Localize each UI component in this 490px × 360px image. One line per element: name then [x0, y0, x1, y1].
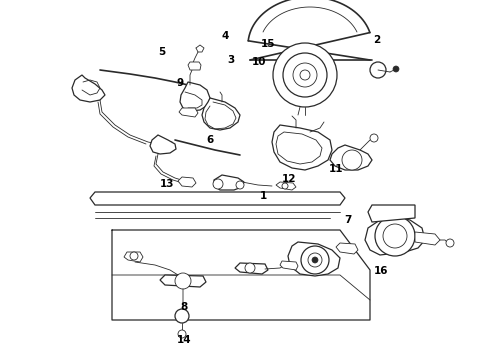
Text: 14: 14: [176, 335, 191, 345]
Text: 1: 1: [260, 191, 267, 201]
Circle shape: [370, 134, 378, 142]
Polygon shape: [276, 182, 296, 190]
Polygon shape: [178, 177, 196, 187]
Circle shape: [213, 179, 223, 189]
Circle shape: [273, 43, 337, 107]
Circle shape: [370, 62, 386, 78]
Text: 11: 11: [328, 164, 343, 174]
Polygon shape: [179, 108, 198, 117]
Circle shape: [245, 263, 255, 273]
Polygon shape: [288, 242, 340, 276]
Polygon shape: [280, 261, 298, 270]
Polygon shape: [160, 275, 206, 287]
Text: 9: 9: [177, 78, 184, 88]
Polygon shape: [153, 141, 175, 152]
Circle shape: [301, 246, 329, 274]
Circle shape: [236, 181, 244, 189]
Polygon shape: [330, 145, 372, 170]
Circle shape: [446, 239, 454, 247]
Circle shape: [393, 66, 399, 72]
Circle shape: [375, 216, 415, 256]
Circle shape: [300, 70, 310, 80]
Text: 4: 4: [221, 31, 229, 41]
Circle shape: [342, 150, 362, 170]
Polygon shape: [276, 132, 322, 164]
Text: 12: 12: [282, 174, 296, 184]
Text: 2: 2: [373, 35, 380, 45]
Text: 13: 13: [159, 179, 174, 189]
Polygon shape: [365, 217, 425, 255]
Polygon shape: [272, 125, 332, 170]
Polygon shape: [180, 82, 210, 111]
Polygon shape: [150, 135, 176, 154]
Polygon shape: [235, 263, 268, 274]
Circle shape: [175, 273, 191, 289]
Circle shape: [178, 330, 186, 338]
Polygon shape: [202, 98, 240, 130]
Text: 6: 6: [206, 135, 213, 145]
Polygon shape: [90, 192, 345, 205]
Circle shape: [293, 63, 317, 87]
Polygon shape: [214, 175, 244, 190]
Polygon shape: [336, 243, 358, 254]
Text: 15: 15: [261, 39, 276, 49]
Text: 16: 16: [374, 266, 389, 276]
Text: 3: 3: [228, 55, 235, 66]
Circle shape: [282, 183, 288, 189]
Circle shape: [308, 253, 322, 267]
Text: 7: 7: [344, 215, 352, 225]
Circle shape: [383, 224, 407, 248]
Circle shape: [175, 309, 189, 323]
Text: 8: 8: [180, 302, 187, 312]
Polygon shape: [368, 205, 415, 222]
Text: 10: 10: [251, 57, 266, 67]
Circle shape: [283, 53, 327, 97]
Polygon shape: [188, 62, 201, 70]
Circle shape: [130, 252, 138, 260]
Polygon shape: [124, 252, 143, 262]
Text: 5: 5: [158, 47, 165, 57]
Polygon shape: [415, 232, 440, 245]
Polygon shape: [72, 75, 105, 102]
Circle shape: [312, 257, 318, 263]
